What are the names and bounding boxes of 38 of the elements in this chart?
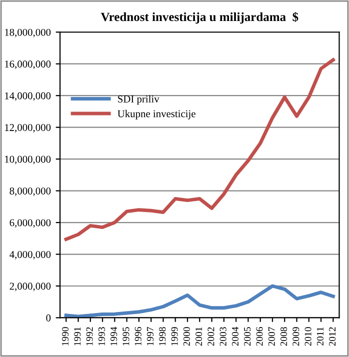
- y-tick-label: 18,000,000: [5, 28, 51, 38]
- y-tick-label: 0: [46, 314, 51, 322]
- x-tick-label: 2002: [208, 327, 214, 346]
- x-tick-label: 1996: [134, 327, 142, 346]
- x-tick-label: 2009: [292, 327, 300, 346]
- x-tick-label: 2005: [244, 327, 251, 346]
- x-tick-label: 1995: [122, 327, 130, 346]
- y-tick-label: 10,000,000: [5, 156, 51, 164]
- line-series: [64, 58, 335, 241]
- x-tick-label: 1997: [146, 327, 154, 346]
- x-tick-label: 1999: [171, 327, 178, 346]
- x-tick-label: 2008: [280, 327, 288, 346]
- x-tick-label: 2000: [183, 327, 190, 346]
- x-tick-label: 2004: [232, 326, 238, 346]
- y-tick-label: 8,000,000: [10, 187, 51, 196]
- x-tick-label: 1990: [62, 327, 69, 346]
- y-tick-label: 4,000,000: [10, 250, 51, 260]
- x-tick-label: 2010: [304, 327, 312, 346]
- y-tick-label: 16,000,000: [5, 60, 51, 70]
- legend-label: SDI priliv: [118, 95, 160, 105]
- line-series: [64, 284, 335, 318]
- x-tick-label: 2012: [329, 327, 336, 346]
- y-tick-label: 2,000,000: [10, 282, 51, 292]
- x-tick-label: 1998: [159, 327, 166, 346]
- x-tick-label: 2006: [256, 327, 263, 346]
- chart-title: Vrednost investicija u milijardama $: [100, 12, 298, 24]
- x-tick-label: 2007: [268, 327, 275, 346]
- x-tick-label: 1991: [74, 327, 81, 346]
- x-tick-label: 2011: [316, 327, 324, 346]
- x-tick-label: 1992: [86, 327, 93, 346]
- y-tick-label: 12,000,000: [5, 124, 51, 133]
- x-tick-label: 2001: [196, 327, 202, 346]
- x-tick-label: 2003: [220, 327, 226, 346]
- y-tick-label: 14,000,000: [5, 92, 51, 101]
- y-tick-label: 6,000,000: [10, 219, 51, 228]
- x-tick-label: 1994: [110, 326, 118, 346]
- legend-label: Ukupne investicije: [118, 110, 196, 120]
- x-tick-label: 1993: [98, 327, 105, 346]
